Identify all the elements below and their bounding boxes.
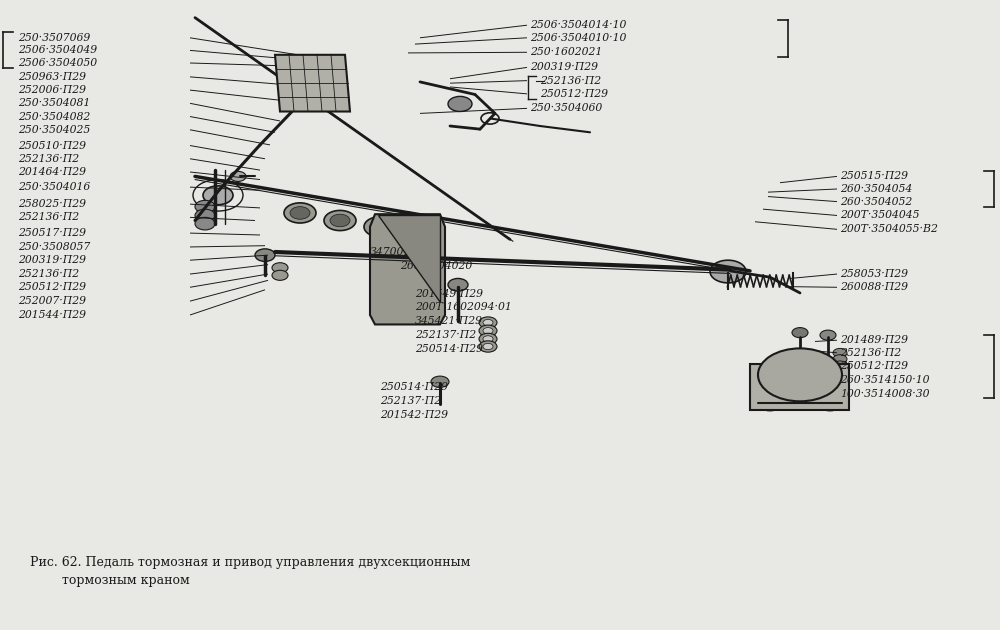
- Text: 2506·3504050: 2506·3504050: [18, 58, 97, 68]
- Circle shape: [431, 376, 449, 387]
- Circle shape: [395, 251, 421, 268]
- Text: 258025·П29: 258025·П29: [18, 199, 86, 209]
- Circle shape: [330, 214, 350, 227]
- Circle shape: [483, 336, 493, 342]
- Text: Рис. 62. Педаль тормозная и привод управления двухсекционным
        тормозным к: Рис. 62. Педаль тормозная и привод управ…: [30, 556, 470, 587]
- Circle shape: [448, 278, 468, 291]
- Circle shape: [395, 226, 421, 243]
- Text: 2506·3504049: 2506·3504049: [18, 45, 97, 55]
- Text: 250515·П29: 250515·П29: [840, 171, 908, 181]
- Text: 260·3504052: 260·3504052: [840, 197, 912, 207]
- Text: 201542·П29: 201542·П29: [380, 410, 448, 420]
- Circle shape: [284, 203, 316, 223]
- Text: 250·3508057: 250·3508057: [18, 242, 90, 252]
- Circle shape: [290, 207, 310, 219]
- Text: 201489·П29: 201489·П29: [840, 335, 908, 345]
- Text: 252006·П29: 252006·П29: [18, 85, 86, 95]
- Circle shape: [272, 263, 288, 273]
- Text: 250514·П29: 250514·П29: [380, 382, 448, 392]
- Text: 250·3507069: 250·3507069: [18, 33, 90, 43]
- Text: 250·3504016: 250·3504016: [18, 182, 90, 192]
- Polygon shape: [378, 215, 440, 302]
- Circle shape: [758, 396, 782, 411]
- Text: 200T·3504045: 200T·3504045: [840, 210, 920, 220]
- Text: 201549·П29: 201549·П29: [415, 289, 483, 299]
- Circle shape: [230, 171, 246, 181]
- Circle shape: [792, 328, 808, 338]
- Circle shape: [395, 212, 421, 229]
- Text: 250510·П29: 250510·П29: [18, 140, 86, 151]
- Circle shape: [820, 330, 836, 340]
- Text: 252007·П29: 252007·П29: [18, 296, 86, 306]
- Text: 260088·П29: 260088·П29: [840, 282, 908, 292]
- Text: 100·3514008·30: 100·3514008·30: [840, 389, 930, 399]
- Circle shape: [479, 325, 497, 336]
- Circle shape: [710, 260, 746, 283]
- Text: 252136·П2: 252136·П2: [18, 269, 79, 279]
- Text: 200T·3504055·B2: 200T·3504055·B2: [840, 224, 938, 234]
- Text: 252137·П2: 252137·П2: [380, 396, 441, 406]
- Text: 200T·1602094·01: 200T·1602094·01: [415, 302, 512, 312]
- Circle shape: [833, 348, 847, 357]
- Text: 250512·П29: 250512·П29: [18, 282, 86, 292]
- Text: 201544·П29: 201544·П29: [18, 310, 86, 320]
- Circle shape: [479, 317, 497, 328]
- Circle shape: [203, 186, 233, 205]
- Text: 347001·П2: 347001·П2: [370, 247, 431, 257]
- Text: 250·3504082: 250·3504082: [18, 112, 90, 122]
- Circle shape: [479, 333, 497, 345]
- Text: 260·3504054: 260·3504054: [840, 184, 912, 194]
- Text: 345421·П29: 345421·П29: [415, 316, 483, 326]
- Text: 252137·П2: 252137·П2: [415, 330, 476, 340]
- Text: 250514·П29: 250514·П29: [415, 344, 483, 354]
- Text: 250963·П29: 250963·П29: [18, 72, 86, 82]
- Circle shape: [370, 220, 390, 233]
- Text: 2506·3504014·10: 2506·3504014·10: [530, 20, 626, 30]
- Circle shape: [483, 319, 493, 326]
- Text: 250517·П29: 250517·П29: [18, 228, 86, 238]
- Text: 260·3504020: 260·3504020: [400, 261, 472, 271]
- Circle shape: [483, 328, 493, 334]
- Text: 200319·П29: 200319·П29: [530, 62, 598, 72]
- Circle shape: [833, 361, 847, 370]
- Text: 250512·П29: 250512·П29: [840, 361, 908, 371]
- Text: 250·3504025: 250·3504025: [18, 125, 90, 135]
- Text: 250·3504081: 250·3504081: [18, 98, 90, 108]
- Text: 201464·П29: 201464·П29: [18, 167, 86, 177]
- Circle shape: [395, 239, 421, 255]
- Text: 252136·П2: 252136·П2: [840, 348, 901, 358]
- Text: 2506·3504010·10: 2506·3504010·10: [530, 33, 626, 43]
- Text: 260·3514150·10: 260·3514150·10: [840, 375, 930, 385]
- Circle shape: [833, 355, 847, 364]
- Circle shape: [272, 270, 288, 280]
- Text: 200319·П29: 200319·П29: [18, 255, 86, 265]
- Circle shape: [818, 396, 842, 411]
- Circle shape: [448, 96, 472, 112]
- Circle shape: [255, 249, 275, 261]
- Text: 258053·П29: 258053·П29: [840, 269, 908, 279]
- Circle shape: [395, 264, 421, 280]
- Text: 250512·П29: 250512·П29: [540, 89, 608, 99]
- Text: 252136·П2: 252136·П2: [540, 76, 601, 86]
- Polygon shape: [275, 55, 350, 112]
- Polygon shape: [370, 214, 445, 324]
- FancyBboxPatch shape: [750, 364, 849, 410]
- Circle shape: [195, 209, 215, 222]
- Circle shape: [195, 200, 215, 213]
- Circle shape: [324, 210, 356, 231]
- Circle shape: [195, 217, 215, 230]
- Text: 250·1602021: 250·1602021: [530, 47, 602, 57]
- Circle shape: [483, 343, 493, 350]
- Circle shape: [364, 217, 396, 237]
- Circle shape: [479, 341, 497, 352]
- Text: 250·3504060: 250·3504060: [530, 103, 602, 113]
- Circle shape: [758, 348, 842, 401]
- Text: 252136·П2: 252136·П2: [18, 154, 79, 164]
- Text: 252136·П2: 252136·П2: [18, 212, 79, 222]
